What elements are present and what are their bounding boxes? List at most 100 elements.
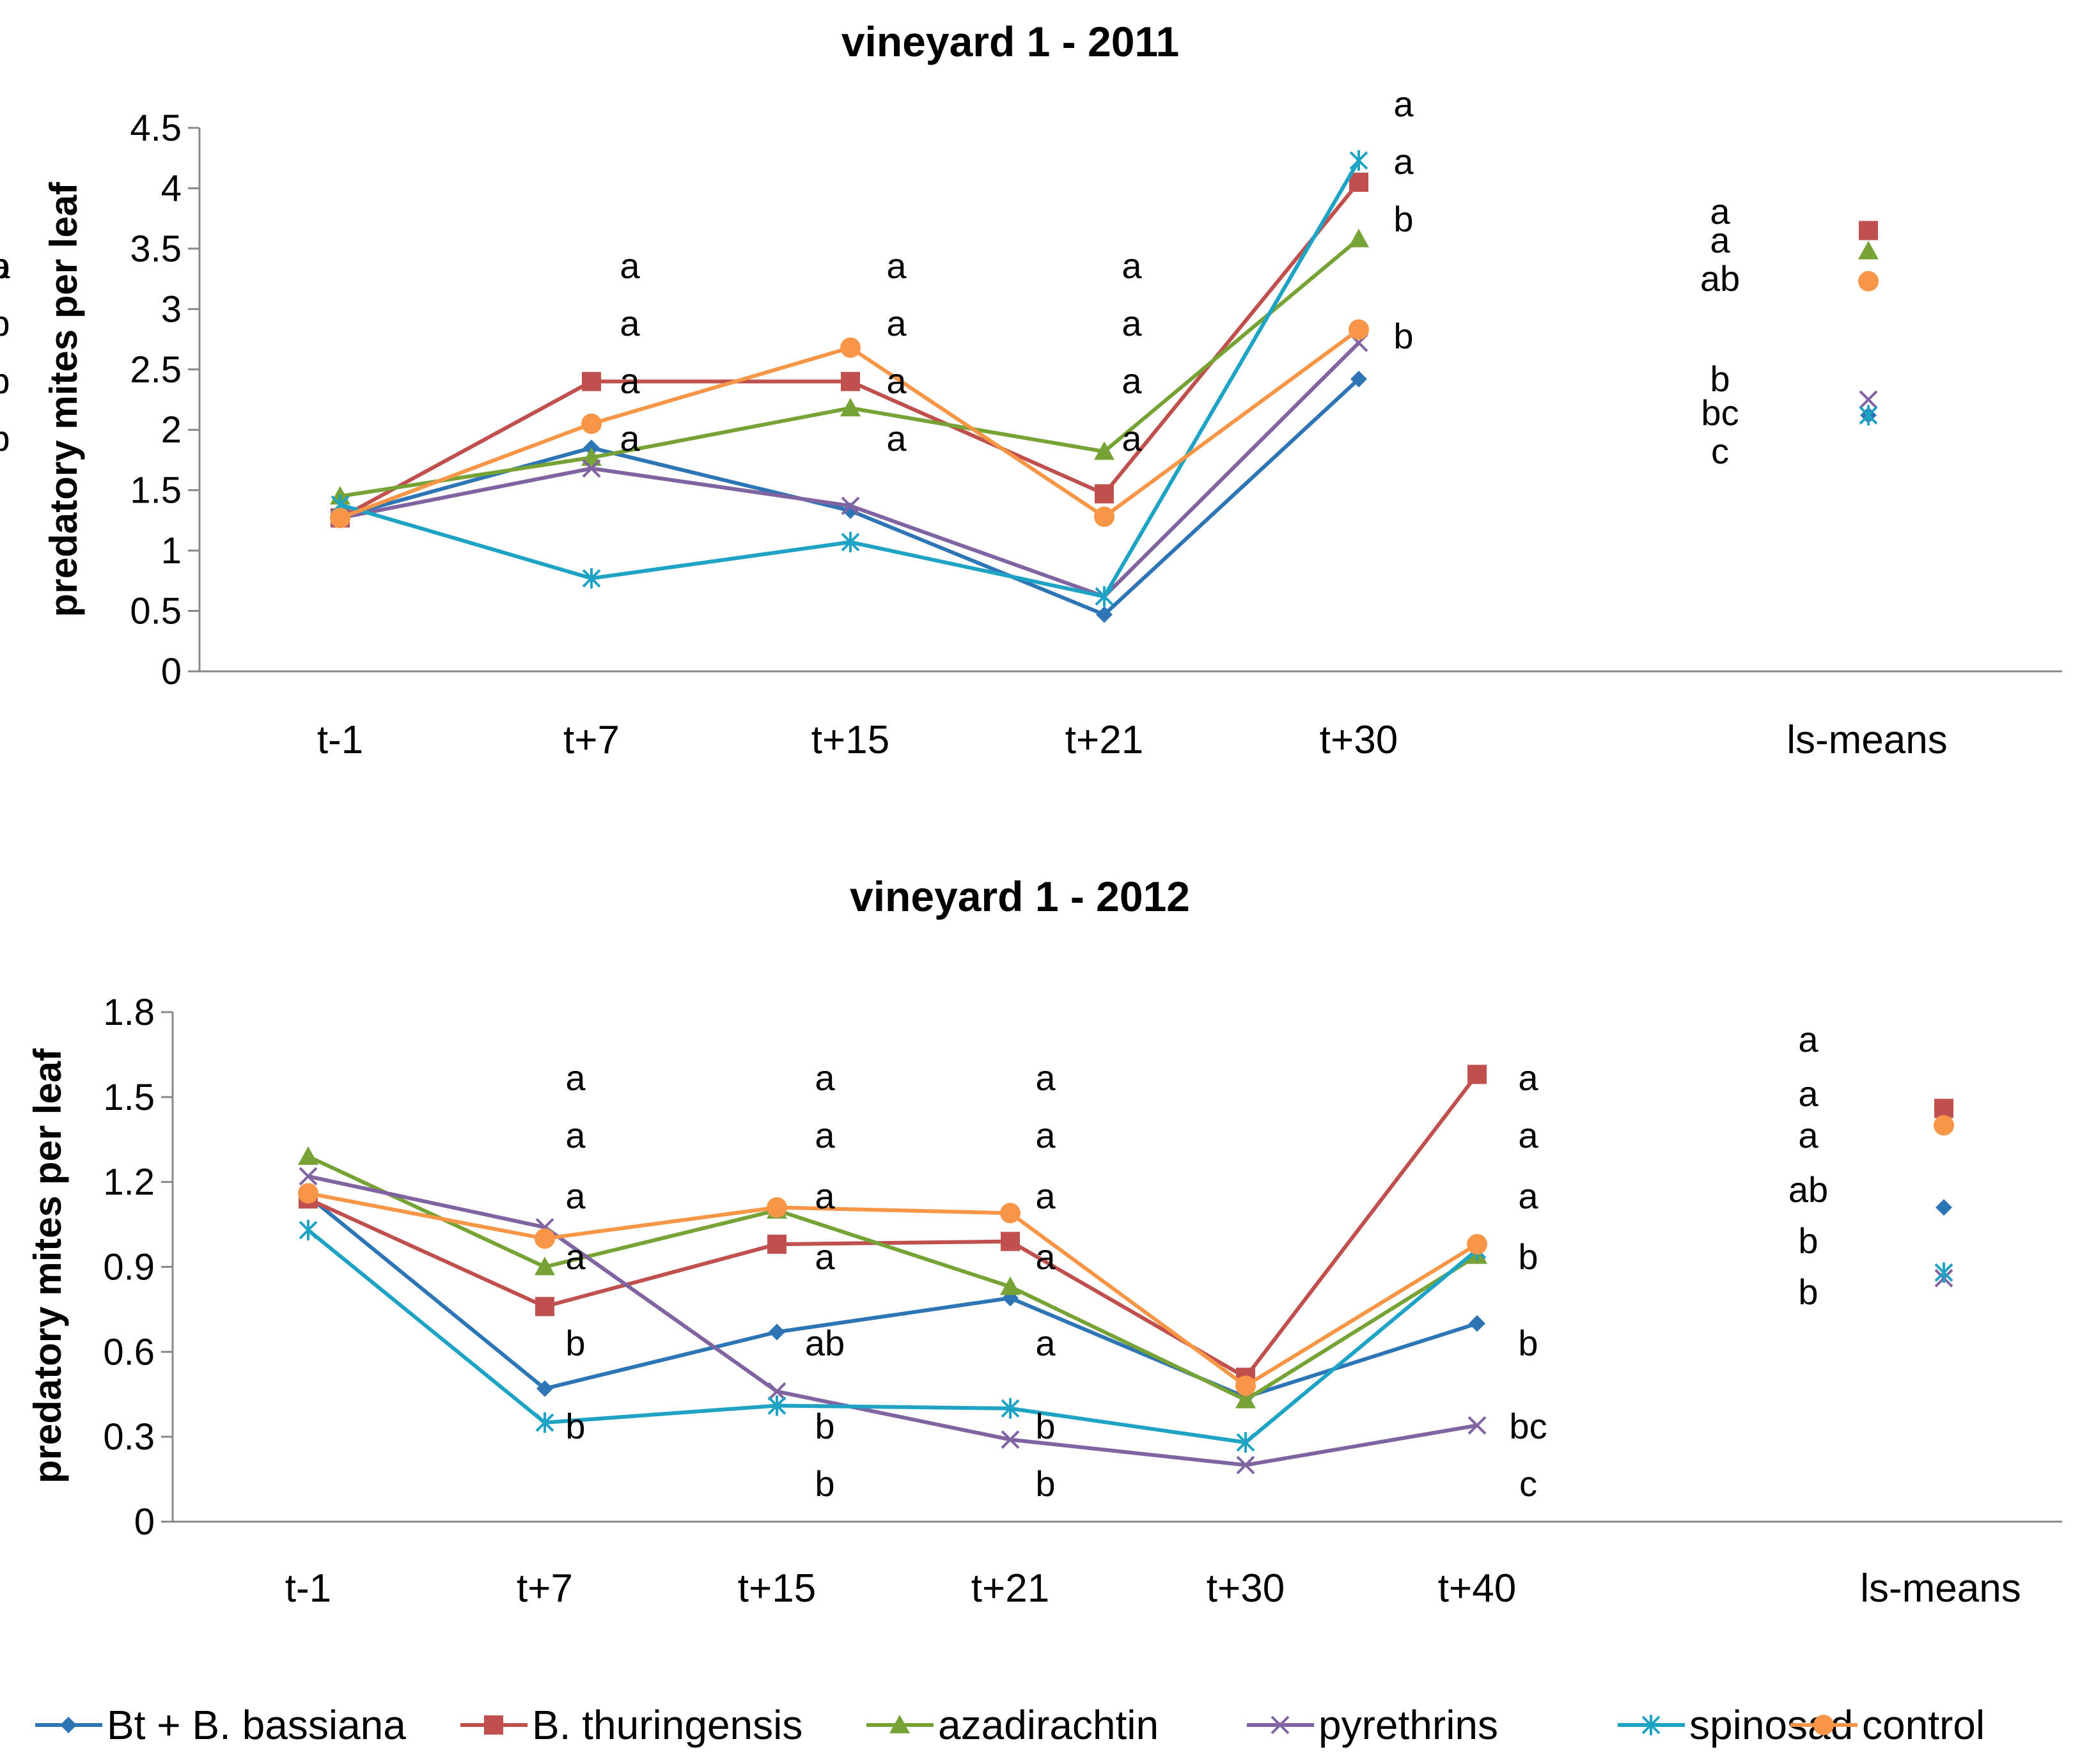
y-tick-label: 2	[161, 409, 182, 451]
significance-letter: b	[0, 361, 10, 401]
ls-significance-letter: a	[1798, 1115, 1819, 1155]
data-point	[840, 337, 861, 358]
data-point	[1349, 173, 1368, 192]
significance-letter: a	[0, 246, 10, 286]
data-point	[767, 1235, 786, 1254]
significance-letter: a	[1035, 1058, 1056, 1098]
series-line	[308, 1174, 1478, 1467]
data-point	[582, 568, 601, 589]
data-point	[535, 1412, 554, 1433]
data-point	[1000, 1203, 1021, 1224]
data-point	[841, 371, 860, 391]
legend-item: B. thuringensis	[460, 1702, 802, 1748]
data-point	[535, 1297, 554, 1316]
ls-mean-point	[1859, 405, 1878, 426]
ls-significance-letter: a	[1710, 191, 1730, 231]
x-category-label: t+21	[1065, 718, 1143, 762]
chart-title: vineyard 1 - 2012	[850, 873, 1190, 920]
significance-letter: a	[1035, 1237, 1056, 1277]
panel-2012: vineyard 1 - 2012 predatory mites per lea…	[26, 873, 2062, 1611]
ls-significance-letter: a	[1798, 1073, 1819, 1114]
significance-letter: a	[1393, 141, 1414, 182]
y-tick-label: 0.5	[130, 591, 182, 632]
legend-item: pyrethrins	[1247, 1702, 1498, 1748]
data-point	[1467, 1065, 1487, 1084]
legend-marker	[889, 1715, 910, 1733]
data-point	[1095, 586, 1114, 607]
data-point	[1467, 1234, 1487, 1255]
legend-marker	[1641, 1715, 1661, 1735]
y-tick-label: 4	[161, 168, 182, 209]
ls-mean-point	[1859, 221, 1878, 240]
ls-significance-letter: b	[1798, 1221, 1818, 1261]
legend-marker	[1271, 1715, 1290, 1735]
series-line	[307, 1228, 1478, 1445]
significance-letter: a	[620, 361, 640, 401]
x-category-label: t+7	[563, 718, 620, 762]
y-tick-label: 0.9	[103, 1247, 155, 1288]
data-point	[299, 1167, 318, 1186]
data-point	[1349, 319, 1369, 340]
significance-letter: b	[815, 1406, 834, 1446]
data-point	[582, 459, 601, 478]
data-point	[1350, 370, 1367, 387]
legend-label: B. thuringensis	[532, 1702, 802, 1748]
significance-letter: b	[1393, 199, 1413, 239]
ls-significance-letter: bc	[1701, 393, 1739, 433]
significance-letter: b	[1518, 1237, 1538, 1277]
x-category-label: t+15	[738, 1566, 816, 1611]
legend-label: control	[1862, 1702, 1985, 1748]
significance-letter: a	[886, 418, 907, 458]
significance-letter: ab	[805, 1323, 845, 1363]
legend-item: azadirachtin	[866, 1702, 1159, 1748]
significance-letter: a	[565, 1176, 586, 1216]
data-point	[1235, 1389, 1256, 1409]
significance-letter: a	[565, 1115, 586, 1155]
data-point	[1094, 506, 1115, 527]
significance-letter: a	[1122, 246, 1142, 286]
significance-letter: bc	[1509, 1406, 1547, 1446]
y-tick-label: 1.5	[130, 470, 182, 511]
x-category-label: t-1	[317, 718, 363, 762]
ls-mean-point	[1858, 240, 1879, 260]
legend-marker	[484, 1715, 503, 1735]
x-category-label: ls-means	[1860, 1566, 2021, 1611]
data-point	[1095, 484, 1114, 504]
y-tick-label: 0	[134, 1501, 155, 1543]
significance-letter: a	[1035, 1176, 1056, 1216]
data-point	[769, 1323, 785, 1341]
data-point	[840, 398, 861, 417]
data-point	[330, 508, 350, 529]
series-4	[331, 150, 1368, 607]
significance-letter: b	[0, 303, 10, 343]
x-category-label: t+21	[971, 1566, 1049, 1611]
significance-letter: a	[620, 418, 640, 458]
x-category-label: t+30	[1207, 1566, 1285, 1611]
panel-2011: vineyard 1 - 2011 predatory mites per lea…	[0, 18, 2062, 762]
significance-letter: b	[1035, 1406, 1055, 1446]
data-point	[1236, 1456, 1255, 1474]
legend-item: control	[1790, 1702, 1985, 1748]
data-point	[581, 447, 602, 466]
y-tick-label: 1.5	[103, 1077, 155, 1118]
ls-mean-point	[1934, 1115, 1954, 1136]
chart-title: vineyard 1 - 2011	[841, 18, 1179, 65]
y-axis-label: predatory mites per leaf	[26, 1048, 69, 1483]
significance-letter: a	[1035, 1115, 1056, 1155]
significance-letter: b	[0, 418, 10, 458]
significance-letter: b	[0, 418, 10, 458]
significance-letter: b	[1518, 1323, 1538, 1363]
ls-mean-point	[1858, 270, 1879, 292]
significance-letter: a	[1518, 1058, 1538, 1098]
data-point	[299, 1219, 318, 1240]
ls-significance-letter: a	[1710, 220, 1730, 260]
significance-letter: a	[815, 1058, 835, 1098]
significance-letter: a	[1122, 303, 1142, 343]
data-point	[1349, 228, 1369, 247]
legend-marker	[60, 1717, 77, 1733]
significance-letter: a	[1518, 1115, 1538, 1155]
data-point	[1235, 1375, 1256, 1396]
ls-mean-point	[1934, 1098, 1953, 1118]
data-point	[535, 1256, 555, 1276]
